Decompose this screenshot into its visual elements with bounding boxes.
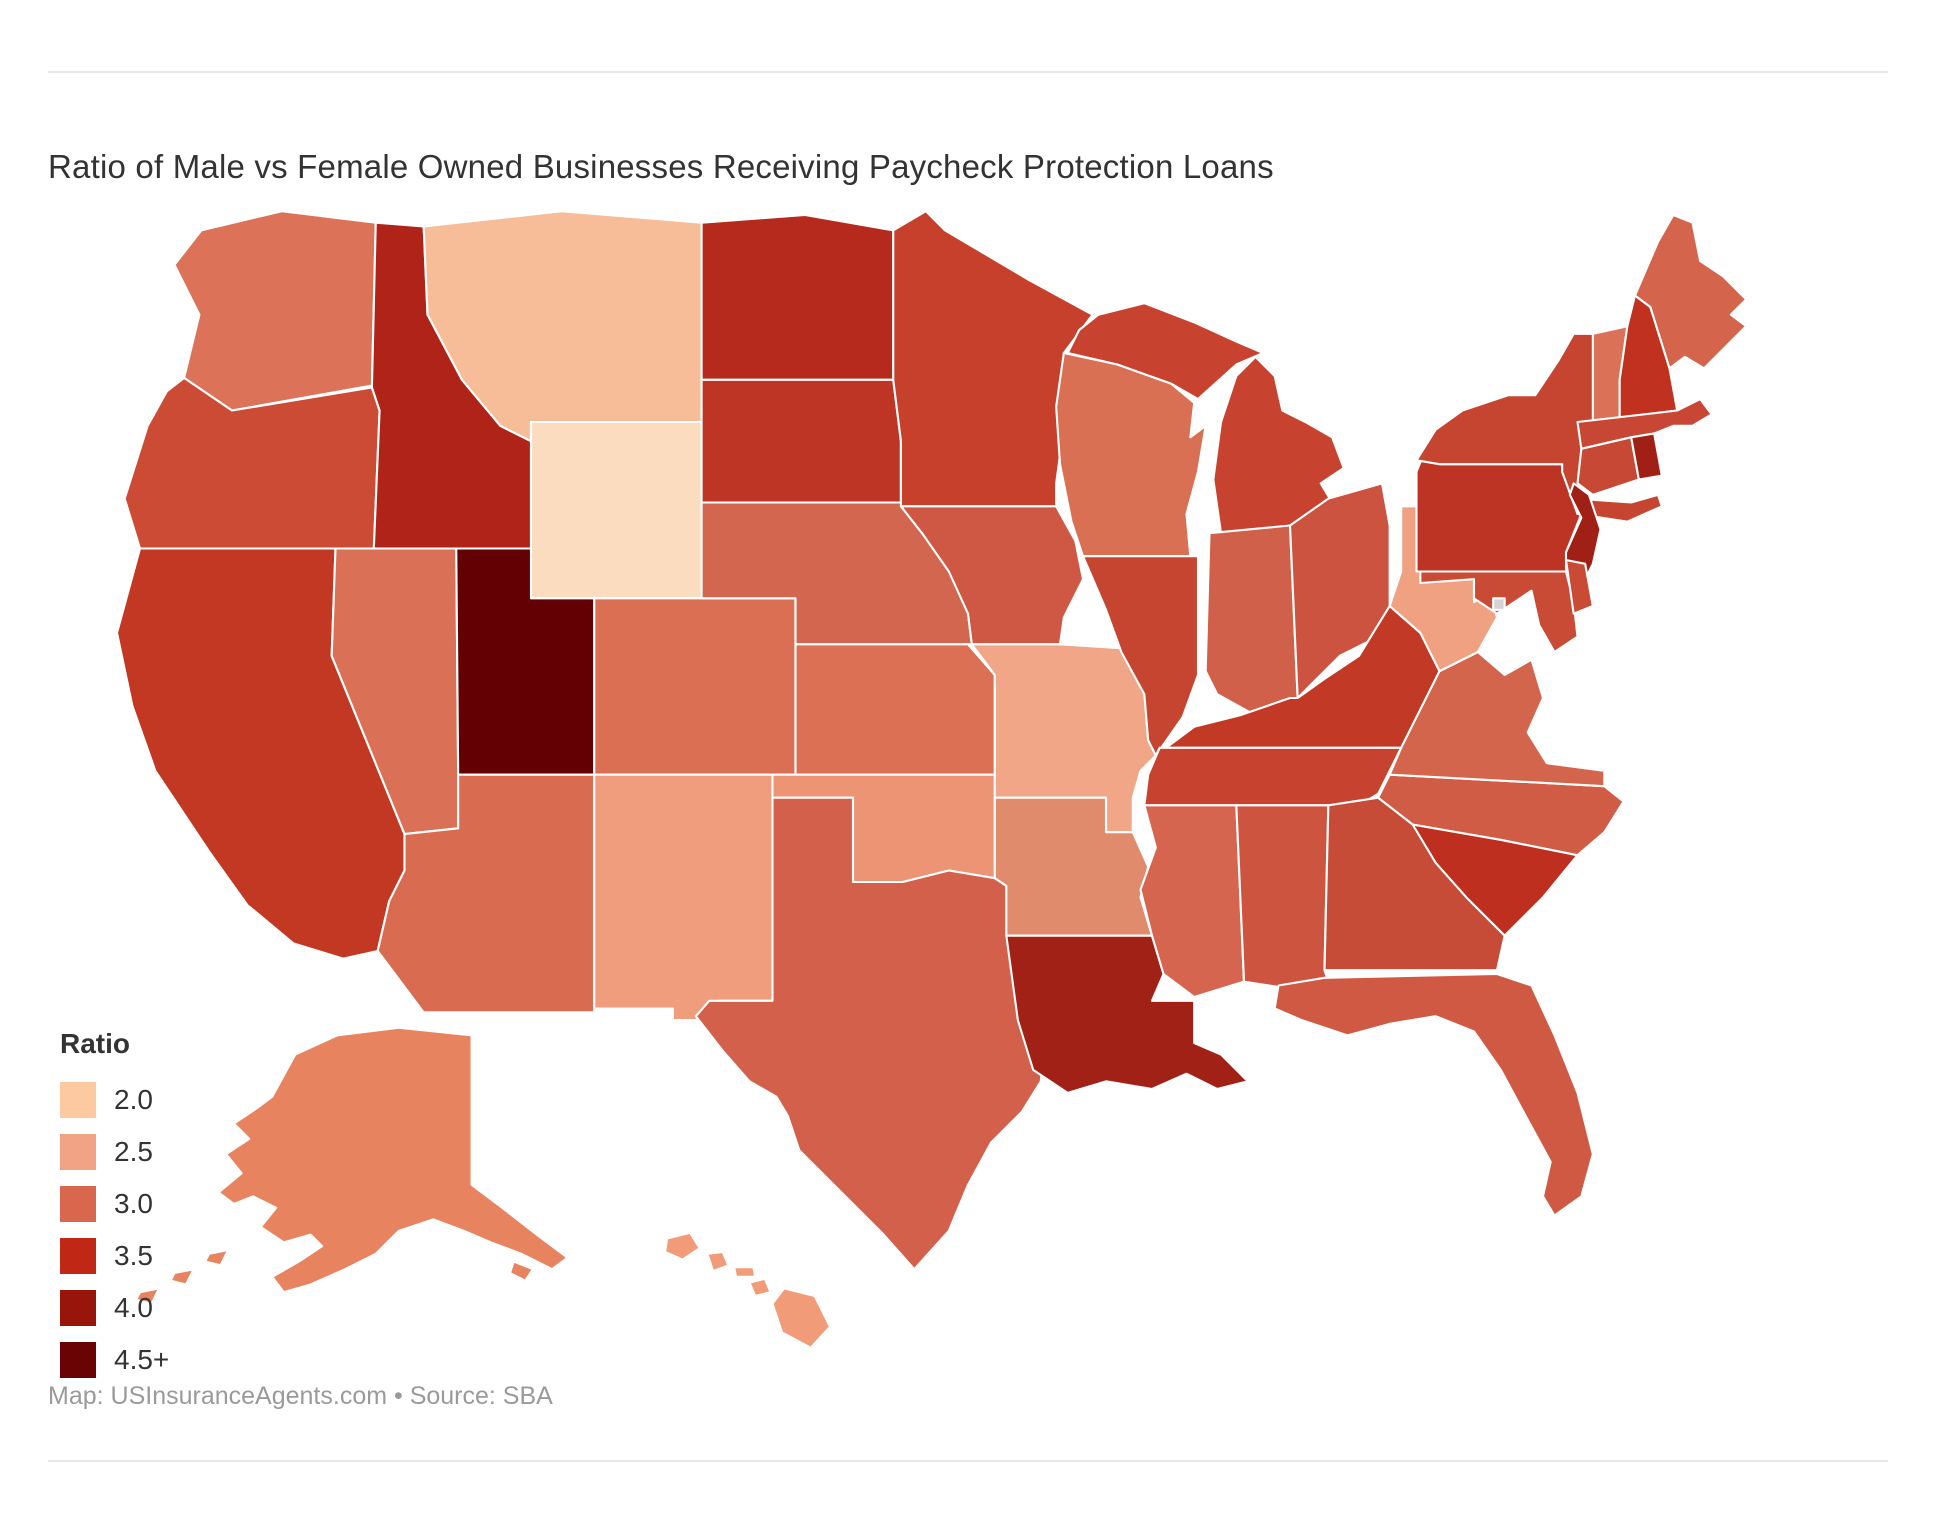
legend-swatch-3.0: [60, 1186, 96, 1222]
legend-item: 4.5+: [60, 1334, 169, 1386]
state-nc[interactable]: North Carolina: 3.1: [1377, 773, 1625, 857]
state-nd[interactable]: North Dakota: 3.8: [700, 213, 895, 381]
legend-label: 4.5+: [114, 1344, 170, 1375]
state-ks[interactable]: Kansas: 3: [794, 643, 996, 776]
state-de[interactable]: Delaware: 3.4: [1564, 558, 1594, 615]
legend-rows: 2.0 2.5 3.0 3.5 4.0 4.5+: [60, 1074, 169, 1386]
legend-item: 3.0: [60, 1178, 169, 1230]
legend-swatch-2.0: [60, 1082, 96, 1118]
state-tx[interactable]: Texas: 3.1: [694, 796, 1046, 1271]
legend-label: 2.0: [114, 1084, 153, 1115]
top-divider: [48, 71, 1888, 73]
us-map-svg: Washington: 3Oregon: 3.4California: 3.6N…: [115, 210, 1748, 1349]
us-choropleth-map: Washington: 3Oregon: 3.4California: 3.6N…: [48, 195, 1888, 1385]
legend-item: 2.0: [60, 1074, 169, 1126]
state-tn[interactable]: Tennessee: 3.5: [1143, 746, 1403, 807]
state-wy[interactable]: Wyoming: 2: [529, 420, 703, 600]
state-ri[interactable]: Rhode Island: 4.1: [1630, 432, 1663, 481]
state-al[interactable]: Alabama: 3.2: [1235, 804, 1334, 995]
state-co[interactable]: Colorado: 3: [593, 597, 797, 776]
bottom-divider: [48, 1460, 1888, 1462]
attribution-text: Map: USInsuranceAgents.com • Source: SBA: [48, 1382, 553, 1410]
page-title: Ratio of Male vs Female Owned Businesses…: [48, 148, 1274, 186]
state-ct[interactable]: Connecticut: 3.4: [1576, 436, 1640, 496]
state-hi[interactable]: Hawaii: 2.6: [664, 1231, 832, 1349]
state-me[interactable]: Maine: 3.1: [1633, 213, 1748, 370]
legend-swatch-4.5+: [60, 1342, 96, 1378]
legend-item: 2.5: [60, 1126, 169, 1178]
state-ak[interactable]: Alaska: 2.8: [135, 1026, 569, 1305]
legend-label: 3.0: [114, 1188, 153, 1219]
state-fl[interactable]: Florida: 3.2: [1273, 972, 1594, 1217]
legend-label: 3.5: [114, 1240, 153, 1271]
state-in[interactable]: Indiana: 3.1: [1204, 524, 1299, 715]
state-sd[interactable]: South Dakota: 3.7: [700, 378, 902, 504]
state-il[interactable]: Illinois: 3.5: [1081, 555, 1200, 757]
legend-label: 4.0: [114, 1292, 153, 1323]
state-pa[interactable]: Pennsylvania: 3.7: [1415, 451, 1583, 573]
legend-item: 4.0: [60, 1282, 169, 1334]
legend-item: 3.5: [60, 1230, 169, 1282]
state-nm[interactable]: New Mexico: 2.6: [593, 773, 774, 1022]
state-wa[interactable]: Washington: 3: [173, 210, 377, 412]
state-dc[interactable]: District of Columbia: [1492, 597, 1506, 611]
map-legend: Ratio 2.0 2.5 3.0 3.5 4.0 4.5+: [60, 1028, 169, 1386]
legend-label: 2.5: [114, 1136, 153, 1167]
state-ar[interactable]: Arkansas: 2.8: [993, 796, 1154, 937]
legend-swatch-4.0: [60, 1290, 96, 1326]
legend-swatch-2.5: [60, 1134, 96, 1170]
state-la[interactable]: Louisiana: 4.1: [1005, 934, 1249, 1094]
legend-title: Ratio: [60, 1028, 130, 1059]
legend-swatch-3.5: [60, 1238, 96, 1274]
